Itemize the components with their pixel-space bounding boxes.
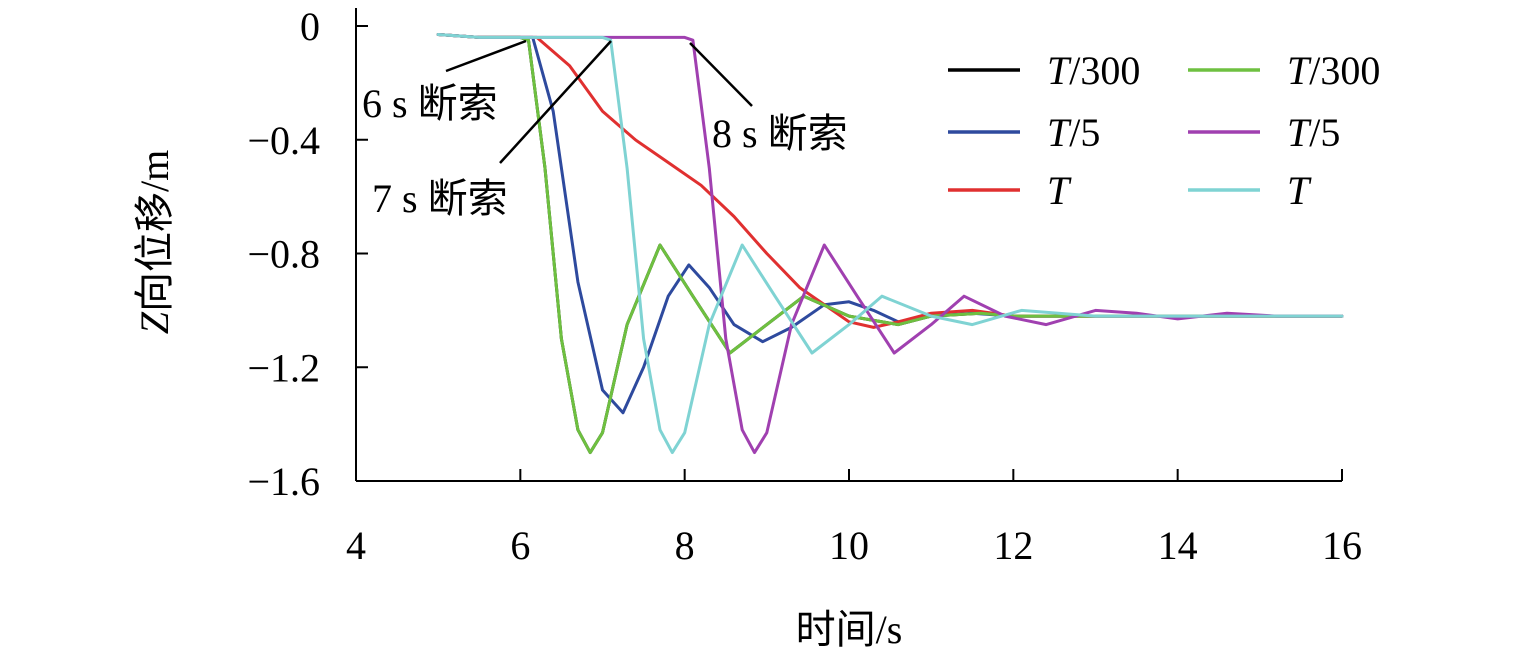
x-tick-label: 4 — [346, 523, 366, 568]
annotation-label: 6 s 断索 — [362, 81, 498, 126]
series-line-3 — [436, 33, 1344, 455]
annotation-leader-line — [689, 42, 753, 107]
x-tick-label: 8 — [675, 523, 695, 568]
x-tick-label: 16 — [1322, 523, 1362, 568]
axes — [355, 8, 1342, 482]
series-layer — [436, 33, 1344, 455]
y-tick-label: −0.4 — [247, 118, 320, 163]
y-tick-label: 0 — [300, 4, 320, 49]
series-line-1 — [436, 33, 1344, 415]
y-axis-title: Z向位移/m — [132, 150, 177, 334]
y-tick-label: −1.2 — [247, 345, 320, 390]
annotation-leader-line — [499, 40, 612, 164]
x-tick-label: 10 — [829, 523, 869, 568]
series-line-5 — [436, 33, 1344, 455]
legend-label: T/300 — [1287, 48, 1380, 93]
annotation-label: 7 s 断索 — [372, 176, 508, 221]
legend-label: T — [1047, 168, 1072, 213]
legend-label: T/300 — [1047, 48, 1140, 93]
legend-label: T/5 — [1287, 110, 1340, 155]
series-line-2 — [436, 33, 1344, 329]
legend-label: T — [1287, 168, 1312, 213]
y-tick-label: −0.8 — [247, 232, 320, 277]
annotation-label: 8 s 断索 — [712, 111, 848, 156]
legend-label: T/5 — [1047, 110, 1100, 155]
x-tick-label: 12 — [993, 523, 1033, 568]
x-tick-label: 14 — [1158, 523, 1198, 568]
y-tick-label: −1.6 — [247, 459, 320, 504]
x-tick-label: 6 — [510, 523, 530, 568]
ticks: 4 6 8 10 12 14 16 0 −0.4 −0.8 −1.2 −1.6 — [247, 4, 1362, 568]
legend: T/300 T/5 T T/300 T/5 T — [948, 48, 1380, 213]
annotation-leader-line — [445, 39, 527, 73]
x-axis-title: 时间/s — [796, 607, 903, 652]
annotations: 6 s 断索 7 s 断索 8 s 断索 — [362, 39, 848, 221]
series-line-4 — [436, 33, 1344, 455]
